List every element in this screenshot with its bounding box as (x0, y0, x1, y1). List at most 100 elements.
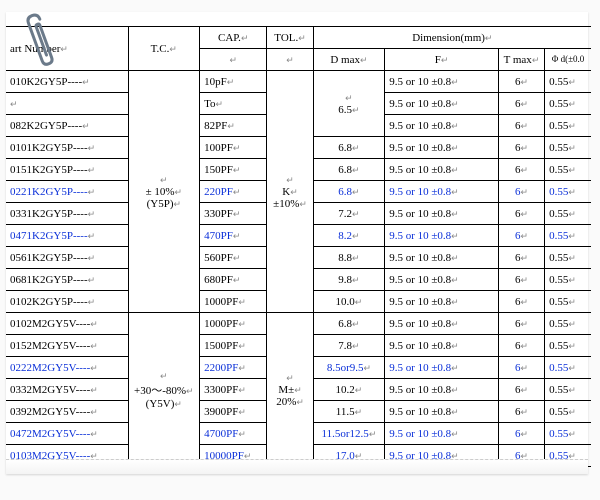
cell-f: 9.5 or 10 ±0.8↵ (385, 313, 499, 335)
cell-phi: 0.55↵ (545, 313, 591, 335)
cell-cap: 680PF↵ (200, 269, 267, 291)
cell-dmax: 7.8↵ (313, 335, 385, 357)
cell-part-number: 0392M2GY5V----↵ (6, 401, 128, 423)
cell-dmax: 6.8↵ (313, 159, 385, 181)
cell-tol: ↵K↵±10%↵ (267, 71, 313, 313)
spec-table: art Number↵ T.C.↵ CAP.↵ TOL.↵ Dimension(… (6, 26, 591, 467)
cell-dmax: 6.8↵ (313, 137, 385, 159)
cell-tmax: 6↵ (498, 335, 544, 357)
cell-dmax: 10.2↵ (313, 379, 385, 401)
cell-f: 9.5 or 10 ±0.8↵ (385, 401, 499, 423)
cell-dmax: 8.8↵ (313, 247, 385, 269)
hdr-f: F↵ (385, 49, 499, 71)
cell-phi: 0.55↵ (545, 379, 591, 401)
cell-f: 9.5 or 10 ±0.8↵ (385, 203, 499, 225)
cell-phi: 0.55↵ (545, 225, 591, 247)
cell-part-number: 0101K2GY5P----↵ (6, 137, 128, 159)
cell-tc: ↵± 10%↵(Y5P)↵ (128, 71, 200, 313)
cell-phi: 0.55↵ (545, 269, 591, 291)
paper-sheet: art Number↵ T.C.↵ CAP.↵ TOL.↵ Dimension(… (6, 12, 588, 474)
cell-tmax: 6↵ (498, 203, 544, 225)
cell-phi: 0.55↵ (545, 335, 591, 357)
cell-dmax: 7.2↵ (313, 203, 385, 225)
cell-tmax: 6↵ (498, 445, 544, 467)
cell-part-number: 082K2GY5P----↵ (6, 115, 128, 137)
cell-part-number: 0151K2GY5P----↵ (6, 159, 128, 181)
cell-cap: 100PF↵ (200, 137, 267, 159)
cell-phi: 0.55↵ (545, 159, 591, 181)
cell-f: 9.5 or 10 ±0.8↵ (385, 159, 499, 181)
cell-phi: 0.55↵ (545, 247, 591, 269)
cell-f: 9.5 or 10 ±0.8↵ (385, 181, 499, 203)
cell-part-number: 0471K2GY5P----↵ (6, 225, 128, 247)
cell-cap: 2200PF↵ (200, 357, 267, 379)
cell-part-number: 0332M2GY5V----↵ (6, 379, 128, 401)
cell-f: 9.5 or 10 ±0.8↵ (385, 357, 499, 379)
cell-part-number: 0222M2GY5V----↵ (6, 357, 128, 379)
cell-tmax: 6↵ (498, 247, 544, 269)
cell-f: 9.5 or 10 ±0.8↵ (385, 115, 499, 137)
cell-dmax: 11.5↵ (313, 401, 385, 423)
cell-cap: 82PF↵ (200, 115, 267, 137)
cell-f: 9.5 or 10 ±0.8↵ (385, 93, 499, 115)
cell-phi: 0.55↵ (545, 401, 591, 423)
table-row: 0102M2GY5V----↵↵+30～-80%↵(Y5V)↵1000PF↵↵M… (6, 313, 591, 335)
cell-cap: 10000PF↵ (200, 445, 267, 467)
cell-tc: ↵+30～-80%↵(Y5V)↵ (128, 313, 200, 467)
cell-dmax: 6.8↵ (313, 313, 385, 335)
hdr-dimension: Dimension(mm)↵ (313, 27, 591, 49)
cell-dmax: ↵6.5↵ (313, 71, 385, 137)
hdr-cap: CAP.↵ (200, 27, 267, 49)
cell-phi: 0.55↵ (545, 115, 591, 137)
cell-part-number: 0102K2GY5P----↵ (6, 291, 128, 313)
cell-tmax: 6↵ (498, 225, 544, 247)
cell-part-number: 0103M2GY5V----↵ (6, 445, 128, 467)
table-row: 010K2GY5P----↵↵± 10%↵(Y5P)↵10pF↵↵K↵±10%↵… (6, 71, 591, 93)
cell-cap: 150PF↵ (200, 159, 267, 181)
cell-cap: 1000PF↵ (200, 291, 267, 313)
cell-part-number: 0472M2GY5V----↵ (6, 423, 128, 445)
cell-f: 9.5 or 10 ±0.8↵ (385, 269, 499, 291)
hdr-tmax: T max↵ (498, 49, 544, 71)
cell-part-number: ↵ (6, 93, 128, 115)
cell-tmax: 6↵ (498, 269, 544, 291)
cell-phi: 0.55↵ (545, 203, 591, 225)
cell-cap: 1500PF↵ (200, 335, 267, 357)
cell-part-number: 0221K2GY5P----↵ (6, 181, 128, 203)
cell-dmax: 6.8↵ (313, 181, 385, 203)
cell-cap: 3900PF↵ (200, 401, 267, 423)
hdr-blank1: ↵ (200, 49, 267, 71)
cell-f: 9.5 or 10 ±0.8↵ (385, 247, 499, 269)
cell-cap: 470PF↵ (200, 225, 267, 247)
cell-tmax: 6↵ (498, 401, 544, 423)
cell-part-number: 0331K2GY5P----↵ (6, 203, 128, 225)
cell-f: 9.5 or 10 ±0.8↵ (385, 445, 499, 467)
cell-dmax: 8.5or9.5↵ (313, 357, 385, 379)
cell-cap: 220PF↵ (200, 181, 267, 203)
cell-part-number: 0102M2GY5V----↵ (6, 313, 128, 335)
cell-cap: 330PF↵ (200, 203, 267, 225)
cell-phi: 0.55↵ (545, 291, 591, 313)
cell-cap: 10pF↵ (200, 71, 267, 93)
cell-phi: 0.55↵ (545, 181, 591, 203)
cell-f: 9.5 or 10 ±0.8↵ (385, 379, 499, 401)
cell-tol: ↵M±↵20%↵ (267, 313, 313, 467)
cell-f: 9.5 or 10 ±0.8↵ (385, 137, 499, 159)
cell-phi: 0.55↵ (545, 357, 591, 379)
hdr-phi: Φ d(±0.0 (545, 49, 591, 71)
cell-part-number: 0681K2GY5P----↵ (6, 269, 128, 291)
hdr-blank2: ↵ (267, 49, 313, 71)
cell-tmax: 6↵ (498, 423, 544, 445)
cell-tmax: 6↵ (498, 137, 544, 159)
cell-tmax: 6↵ (498, 71, 544, 93)
cell-dmax: 8.2↵ (313, 225, 385, 247)
cell-tmax: 6↵ (498, 313, 544, 335)
cell-phi: 0.55↵ (545, 71, 591, 93)
hdr-dmax: D max↵ (313, 49, 385, 71)
cell-tmax: 6↵ (498, 159, 544, 181)
cell-cap: To↵ (200, 93, 267, 115)
cell-tmax: 6↵ (498, 379, 544, 401)
hdr-tc: T.C.↵ (128, 27, 200, 71)
cell-phi: 0.55↵ (545, 445, 591, 467)
cell-dmax: 17.0↵ (313, 445, 385, 467)
